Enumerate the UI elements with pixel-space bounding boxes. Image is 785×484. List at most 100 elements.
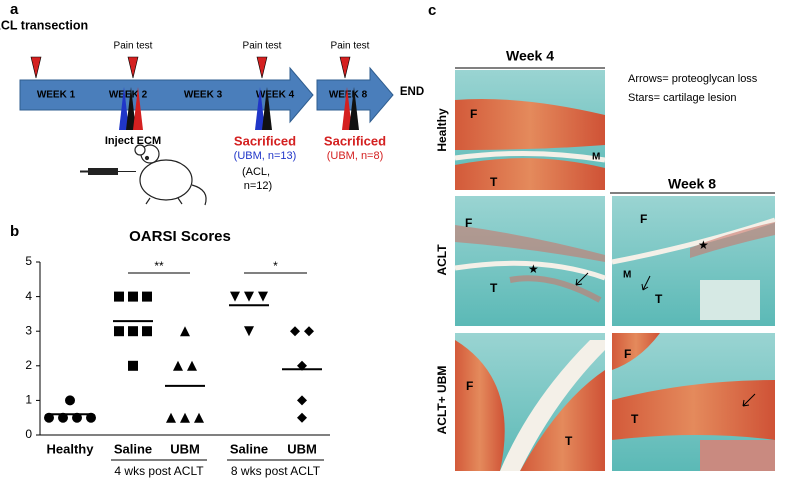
pain-test-label: Pain test	[114, 41, 153, 52]
data-point	[304, 326, 314, 337]
x-tick-label: Saline	[114, 441, 152, 456]
data-point	[173, 360, 183, 371]
data-point	[187, 360, 197, 371]
event-marker	[30, 56, 42, 79]
histology-image	[454, 196, 606, 326]
event-marker	[339, 56, 351, 79]
data-point	[128, 326, 138, 337]
group-note: n=12)	[244, 180, 272, 192]
image-letter: M	[592, 152, 600, 163]
data-point	[128, 291, 138, 302]
data-point	[65, 395, 75, 406]
event-marker	[133, 87, 143, 130]
event-marker	[126, 87, 136, 130]
event-marker	[255, 87, 265, 130]
y-tick-label: 4	[25, 289, 32, 303]
histology-image	[611, 196, 776, 326]
y-tick-label: 1	[25, 393, 32, 407]
pain-test-label: Pain test	[243, 41, 282, 52]
legend-text: Arrows= proteoglycan loss	[628, 73, 758, 85]
image-letter: F	[470, 107, 477, 121]
event-marker	[256, 56, 268, 79]
data-point	[128, 360, 138, 371]
y-tick-label: 3	[25, 323, 32, 337]
end-label: END	[400, 86, 424, 98]
x-tick-label: UBM	[170, 441, 200, 456]
timeline-arrow	[19, 66, 314, 124]
group-note: (ACL,	[242, 166, 270, 178]
row-label: ACLT+ UBM	[435, 366, 449, 435]
data-point	[142, 291, 152, 302]
panel-label: c	[428, 2, 436, 19]
x-tick-label: Saline	[230, 441, 268, 456]
data-point	[297, 395, 307, 406]
data-point	[166, 412, 176, 423]
image-letter: F	[465, 216, 472, 230]
data-point	[114, 326, 124, 337]
week-label: WEEK 4	[256, 90, 295, 101]
data-point	[244, 291, 254, 302]
image-letter: F	[466, 379, 473, 393]
image-letter: T	[565, 434, 573, 448]
timeline-arrow	[316, 66, 394, 124]
event-marker	[119, 87, 129, 130]
histology-image	[455, 333, 605, 471]
lesion-star: ★	[528, 262, 539, 276]
panel-c: c Week 4 Week 8 Arrows= proteoglycan los…	[428, 2, 776, 471]
column-header: Week 8	[668, 176, 716, 192]
event-marker	[342, 87, 352, 130]
y-tick-label: 2	[25, 358, 32, 372]
panel-label: b	[10, 223, 19, 240]
data-point	[194, 412, 204, 423]
image-letter: T	[631, 412, 639, 426]
image-letter: M	[623, 270, 631, 281]
week-label: WEEK 2	[109, 90, 148, 101]
chart-title: OARSI Scores	[129, 228, 231, 245]
data-point	[297, 412, 307, 423]
event-marker	[349, 87, 359, 130]
y-tick-label: 5	[25, 254, 32, 268]
week-label: WEEK 1	[37, 90, 76, 101]
inject-label: Inject ECM	[105, 135, 161, 147]
data-point	[180, 326, 190, 337]
group-label: 4 wks post ACLT	[114, 464, 204, 478]
data-point	[258, 291, 268, 302]
group-label: 8 wks post ACLT	[231, 464, 321, 478]
column-header: Week 4	[506, 48, 554, 64]
data-point	[142, 326, 152, 337]
image-letter: T	[655, 292, 663, 306]
x-tick-label: Healthy	[47, 441, 95, 456]
image-letter: T	[490, 175, 498, 189]
data-point	[230, 291, 240, 302]
loss-arrow	[641, 275, 651, 291]
syringe	[80, 168, 136, 175]
legend-text: Stars= cartilage lesion	[628, 92, 737, 104]
pain-test-label: Pain test	[331, 41, 370, 52]
week-label: WEEK 8	[329, 90, 368, 101]
sacrificed-label: Sacrificed	[324, 133, 386, 148]
data-point	[290, 326, 300, 337]
significance-label: *	[273, 259, 278, 273]
histology-image	[612, 333, 775, 471]
image-letter: F	[624, 347, 631, 361]
image-letter: T	[490, 281, 498, 295]
panel-label: a	[10, 1, 19, 18]
data-point	[114, 291, 124, 302]
mouse-illustration	[134, 144, 207, 206]
panel-b: b OARSI Scores 0 1 2 3 4 5 Healthy Saline UBM Salin…	[10, 223, 330, 478]
group-note: (UBM, n=8)	[327, 150, 384, 162]
event-marker	[127, 56, 139, 79]
x-tick-label: UBM	[287, 441, 317, 456]
significance-label: **	[154, 259, 164, 273]
start-label: ACL transection	[0, 18, 88, 32]
data-point	[244, 326, 254, 337]
lesion-star: ★	[698, 238, 709, 252]
histology-image	[454, 70, 606, 190]
image-letter: F	[640, 212, 647, 226]
group-note: (UBM, n=13)	[234, 150, 297, 162]
panel-a: a ACL transection WEEK 1 WEEK 2 WEEK 3 W…	[0, 1, 424, 206]
row-label: ACLT	[435, 244, 449, 276]
data-point	[180, 412, 190, 423]
loss-arrow	[575, 272, 589, 286]
